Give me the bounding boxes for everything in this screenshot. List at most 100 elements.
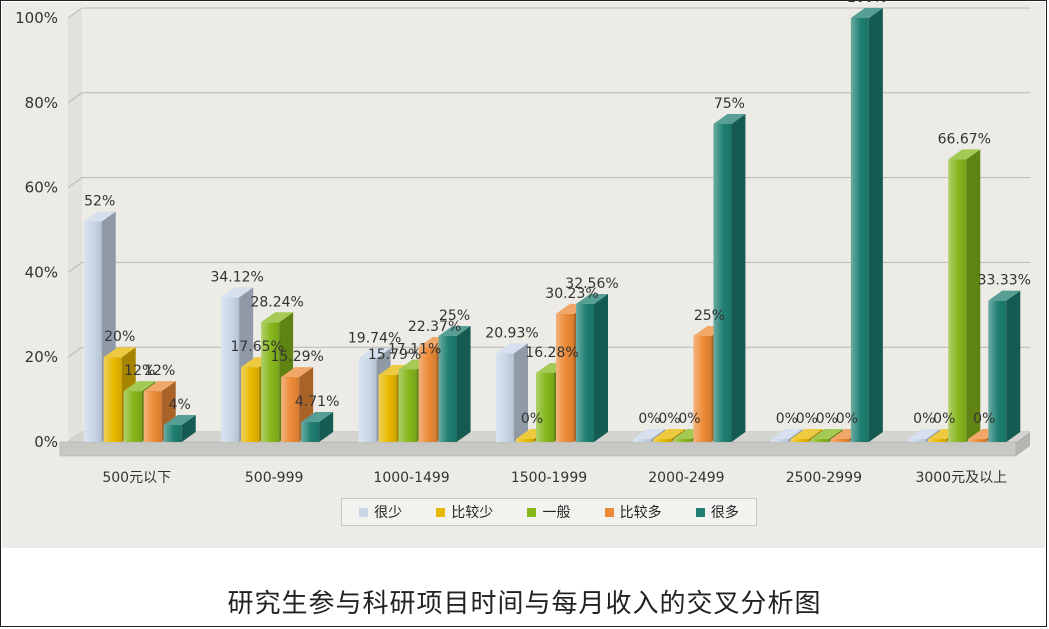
x-tick-label: 3000元及以上 (915, 470, 1007, 486)
legend-swatch (436, 507, 446, 517)
bar-top (281, 367, 314, 378)
bar-front (438, 336, 457, 442)
data-label: 17.11% (388, 341, 441, 357)
bar-front (123, 391, 142, 442)
plot-side-wall (68, 8, 82, 442)
bar-front (358, 358, 377, 442)
data-label: 52% (84, 194, 115, 210)
data-label: 34.12% (210, 269, 263, 285)
bar-top (123, 381, 156, 392)
bar-front (908, 439, 927, 442)
x-tick-label: 1000-1499 (373, 470, 449, 486)
bar-side (456, 326, 471, 442)
bar-front (556, 313, 574, 442)
data-label: 20% (104, 329, 135, 345)
bar-top (653, 429, 686, 439)
bar-top (261, 312, 294, 323)
y-tick-label: 100% (15, 9, 58, 27)
bar-top (908, 429, 941, 439)
data-label: 12% (144, 363, 175, 379)
bar-front (301, 422, 320, 442)
bar-front (713, 124, 732, 442)
bar (850, 8, 883, 442)
x-tick-label: 1500-1999 (511, 470, 587, 486)
y-tick-label: 60% (25, 179, 58, 197)
bar-top (301, 412, 334, 423)
y-tick-label: 0% (34, 433, 58, 451)
bar (988, 290, 1021, 442)
data-label: 30.23% (545, 286, 598, 302)
legend-label: 很少 (374, 505, 403, 521)
bar-front (948, 159, 967, 442)
bar-side (514, 343, 528, 442)
bar-front (516, 439, 534, 442)
data-label: 75% (714, 96, 745, 112)
bar-front (576, 303, 594, 442)
legend-label: 一般 (542, 505, 571, 521)
x-tick-label: 500元以下 (102, 470, 171, 486)
data-label: 17.65% (230, 339, 283, 355)
bar-side (731, 114, 746, 442)
bar-top (948, 149, 981, 160)
data-label: 16.28% (525, 345, 578, 361)
data-label: 0% (678, 411, 700, 427)
x-tick-label: 2500-2999 (786, 470, 862, 486)
bar-front (693, 336, 712, 442)
bar-front (163, 425, 182, 442)
bar-top (221, 287, 254, 298)
bar-top (810, 429, 843, 439)
legend: 很少 比较少 一般 比较多 很多 (341, 498, 757, 526)
legend-swatch (695, 507, 705, 517)
gridline (67, 7, 1030, 19)
bar-side (966, 149, 981, 442)
bar-front (770, 439, 789, 442)
legend-item: 比较多 (604, 502, 662, 522)
legend-item: 比较少 (436, 502, 493, 522)
bar-front (281, 377, 300, 442)
bar-front (653, 439, 672, 442)
data-label: 0% (973, 411, 995, 427)
bar-top (163, 415, 196, 426)
bar-top (988, 290, 1021, 301)
data-label: 0% (816, 411, 838, 427)
data-label: 15.29% (270, 349, 323, 365)
bar-front (673, 439, 692, 442)
bar-side (1006, 290, 1021, 442)
bar-top (770, 429, 803, 439)
legend-swatch (359, 507, 369, 517)
bar-front (988, 300, 1007, 442)
data-label: 66.67% (938, 131, 991, 147)
bar-top (496, 343, 528, 354)
bar-front (378, 375, 397, 442)
bar (576, 293, 608, 442)
data-label: 15.79% (368, 347, 421, 363)
bar (163, 415, 196, 442)
data-label: 0% (933, 411, 955, 427)
bar-side (319, 412, 334, 442)
data-label: 12% (124, 363, 155, 379)
data-label: 28.24% (250, 294, 303, 310)
data-label: 20.93% (485, 325, 538, 341)
legend-label: 比较多 (619, 505, 662, 521)
bar (438, 326, 471, 442)
legend-label: 比较少 (451, 505, 494, 521)
data-label: 19.74% (348, 330, 401, 346)
legend-label: 很多 (710, 505, 739, 521)
bar-side (594, 293, 608, 442)
data-label: 22.37% (408, 319, 461, 335)
bar-front (633, 439, 652, 442)
bars (83, 8, 1021, 442)
chart-title: 研究生参与科研项目时间与每月收入的交叉分析图 (227, 589, 822, 619)
floor-front (59, 441, 1017, 457)
data-label: 4% (169, 397, 191, 413)
bar-front (83, 221, 102, 442)
bar (301, 412, 334, 442)
bar-top (790, 429, 823, 439)
bar (713, 114, 746, 442)
data-label: 0% (836, 411, 858, 427)
bar-front (221, 297, 240, 442)
y-tick-label: 20% (25, 348, 58, 366)
data-label: 33.33% (978, 273, 1031, 289)
data-label: 0% (776, 411, 798, 427)
